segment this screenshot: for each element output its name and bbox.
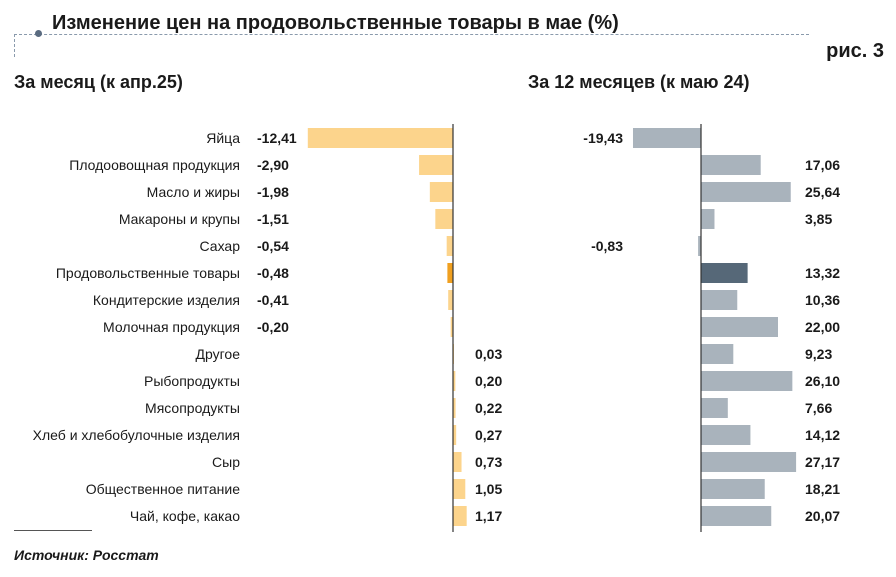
category-label: Рыбопродукты: [144, 373, 240, 389]
year-value-label: 7,66: [805, 400, 832, 416]
year-bar: [701, 209, 715, 229]
month-value-label: -0,48: [257, 265, 289, 281]
left-panel-title: За месяц (к апр.25): [14, 72, 183, 92]
month-value-label: -12,41: [257, 130, 297, 146]
month-value-label: -1,98: [257, 184, 289, 200]
year-bar: [701, 479, 765, 499]
category-label: Кондитерские изделия: [93, 292, 240, 308]
category-label: Сахар: [200, 238, 241, 254]
month-bar: [453, 452, 462, 472]
year-value-label: 18,21: [805, 481, 840, 497]
month-bar: [307, 128, 453, 148]
year-bar: [701, 398, 728, 418]
category-label: Сыр: [212, 454, 240, 470]
month-bar: [453, 398, 456, 418]
category-label: Продовольственные товары: [56, 265, 240, 281]
month-bar: [447, 263, 453, 283]
month-bar: [429, 182, 453, 202]
month-value-label: 0,03: [475, 346, 502, 362]
year-bar: [701, 155, 761, 175]
year-bar: [701, 317, 778, 337]
month-value-label: 0,22: [475, 400, 502, 416]
month-bar: [453, 425, 457, 445]
month-value-label: 1,17: [475, 508, 502, 524]
year-value-label: 9,23: [805, 346, 832, 362]
month-bar: [453, 371, 456, 391]
year-bar: [701, 290, 738, 310]
year-bar: [698, 236, 701, 256]
month-value-label: -0,54: [257, 238, 289, 254]
year-bar: [701, 452, 797, 472]
category-label: Плодоовощная продукция: [69, 157, 240, 173]
month-bar: [453, 506, 467, 526]
month-bar: [453, 479, 466, 499]
chart-title: Изменение цен на продовольственные товар…: [52, 12, 619, 34]
year-bar: [701, 425, 751, 445]
year-value-label: 3,85: [805, 211, 832, 227]
figure-label: рис. 3: [826, 40, 884, 62]
year-bar: [701, 182, 791, 202]
title-dot: [35, 30, 42, 37]
month-bar: [450, 317, 453, 337]
category-label: Хлеб и хлебобулочные изделия: [33, 427, 240, 443]
year-value-label: 26,10: [805, 373, 840, 389]
year-value-label: 17,06: [805, 157, 840, 173]
source-rule: [14, 530, 92, 531]
month-bar: [435, 209, 453, 229]
year-value-label: -0,83: [591, 238, 623, 254]
month-value-label: -0,41: [257, 292, 289, 308]
year-value-label: -19,43: [583, 130, 623, 146]
category-label: Молочная продукция: [103, 319, 240, 335]
year-value-label: 14,12: [805, 427, 840, 443]
category-label: Чай, кофе, какао: [130, 508, 240, 524]
category-label: Другое: [196, 346, 241, 362]
month-bar: [419, 155, 453, 175]
year-value-label: 20,07: [805, 508, 840, 524]
month-value-label: -1,51: [257, 211, 289, 227]
year-value-label: 22,00: [805, 319, 840, 335]
category-label: Масло и жиры: [147, 184, 240, 200]
category-label: Общественное питание: [86, 481, 240, 497]
year-bar: [632, 128, 701, 148]
year-value-label: 10,36: [805, 292, 840, 308]
month-value-label: 0,20: [475, 373, 502, 389]
category-label: Мясопродукты: [145, 400, 240, 416]
month-bar: [448, 290, 453, 310]
year-value-label: 13,32: [805, 265, 840, 281]
category-label: Яйца: [206, 130, 240, 146]
category-label: Макароны и крупы: [119, 211, 240, 227]
year-value-label: 27,17: [805, 454, 840, 470]
year-bar: [701, 506, 772, 526]
year-bar: [701, 371, 793, 391]
title-frame: [14, 34, 809, 57]
month-value-label: -0,20: [257, 319, 289, 335]
month-value-label: 0,73: [475, 454, 502, 470]
year-bar: [701, 344, 734, 364]
month-value-label: 1,05: [475, 481, 502, 497]
source-note: Источник: Росстат: [14, 547, 159, 563]
month-bar: [446, 236, 453, 256]
year-value-label: 25,64: [805, 184, 840, 200]
month-value-label: -2,90: [257, 157, 289, 173]
year-bar: [701, 263, 748, 283]
right-panel-title: За 12 месяцев (к маю 24): [528, 72, 750, 92]
month-value-label: 0,27: [475, 427, 502, 443]
